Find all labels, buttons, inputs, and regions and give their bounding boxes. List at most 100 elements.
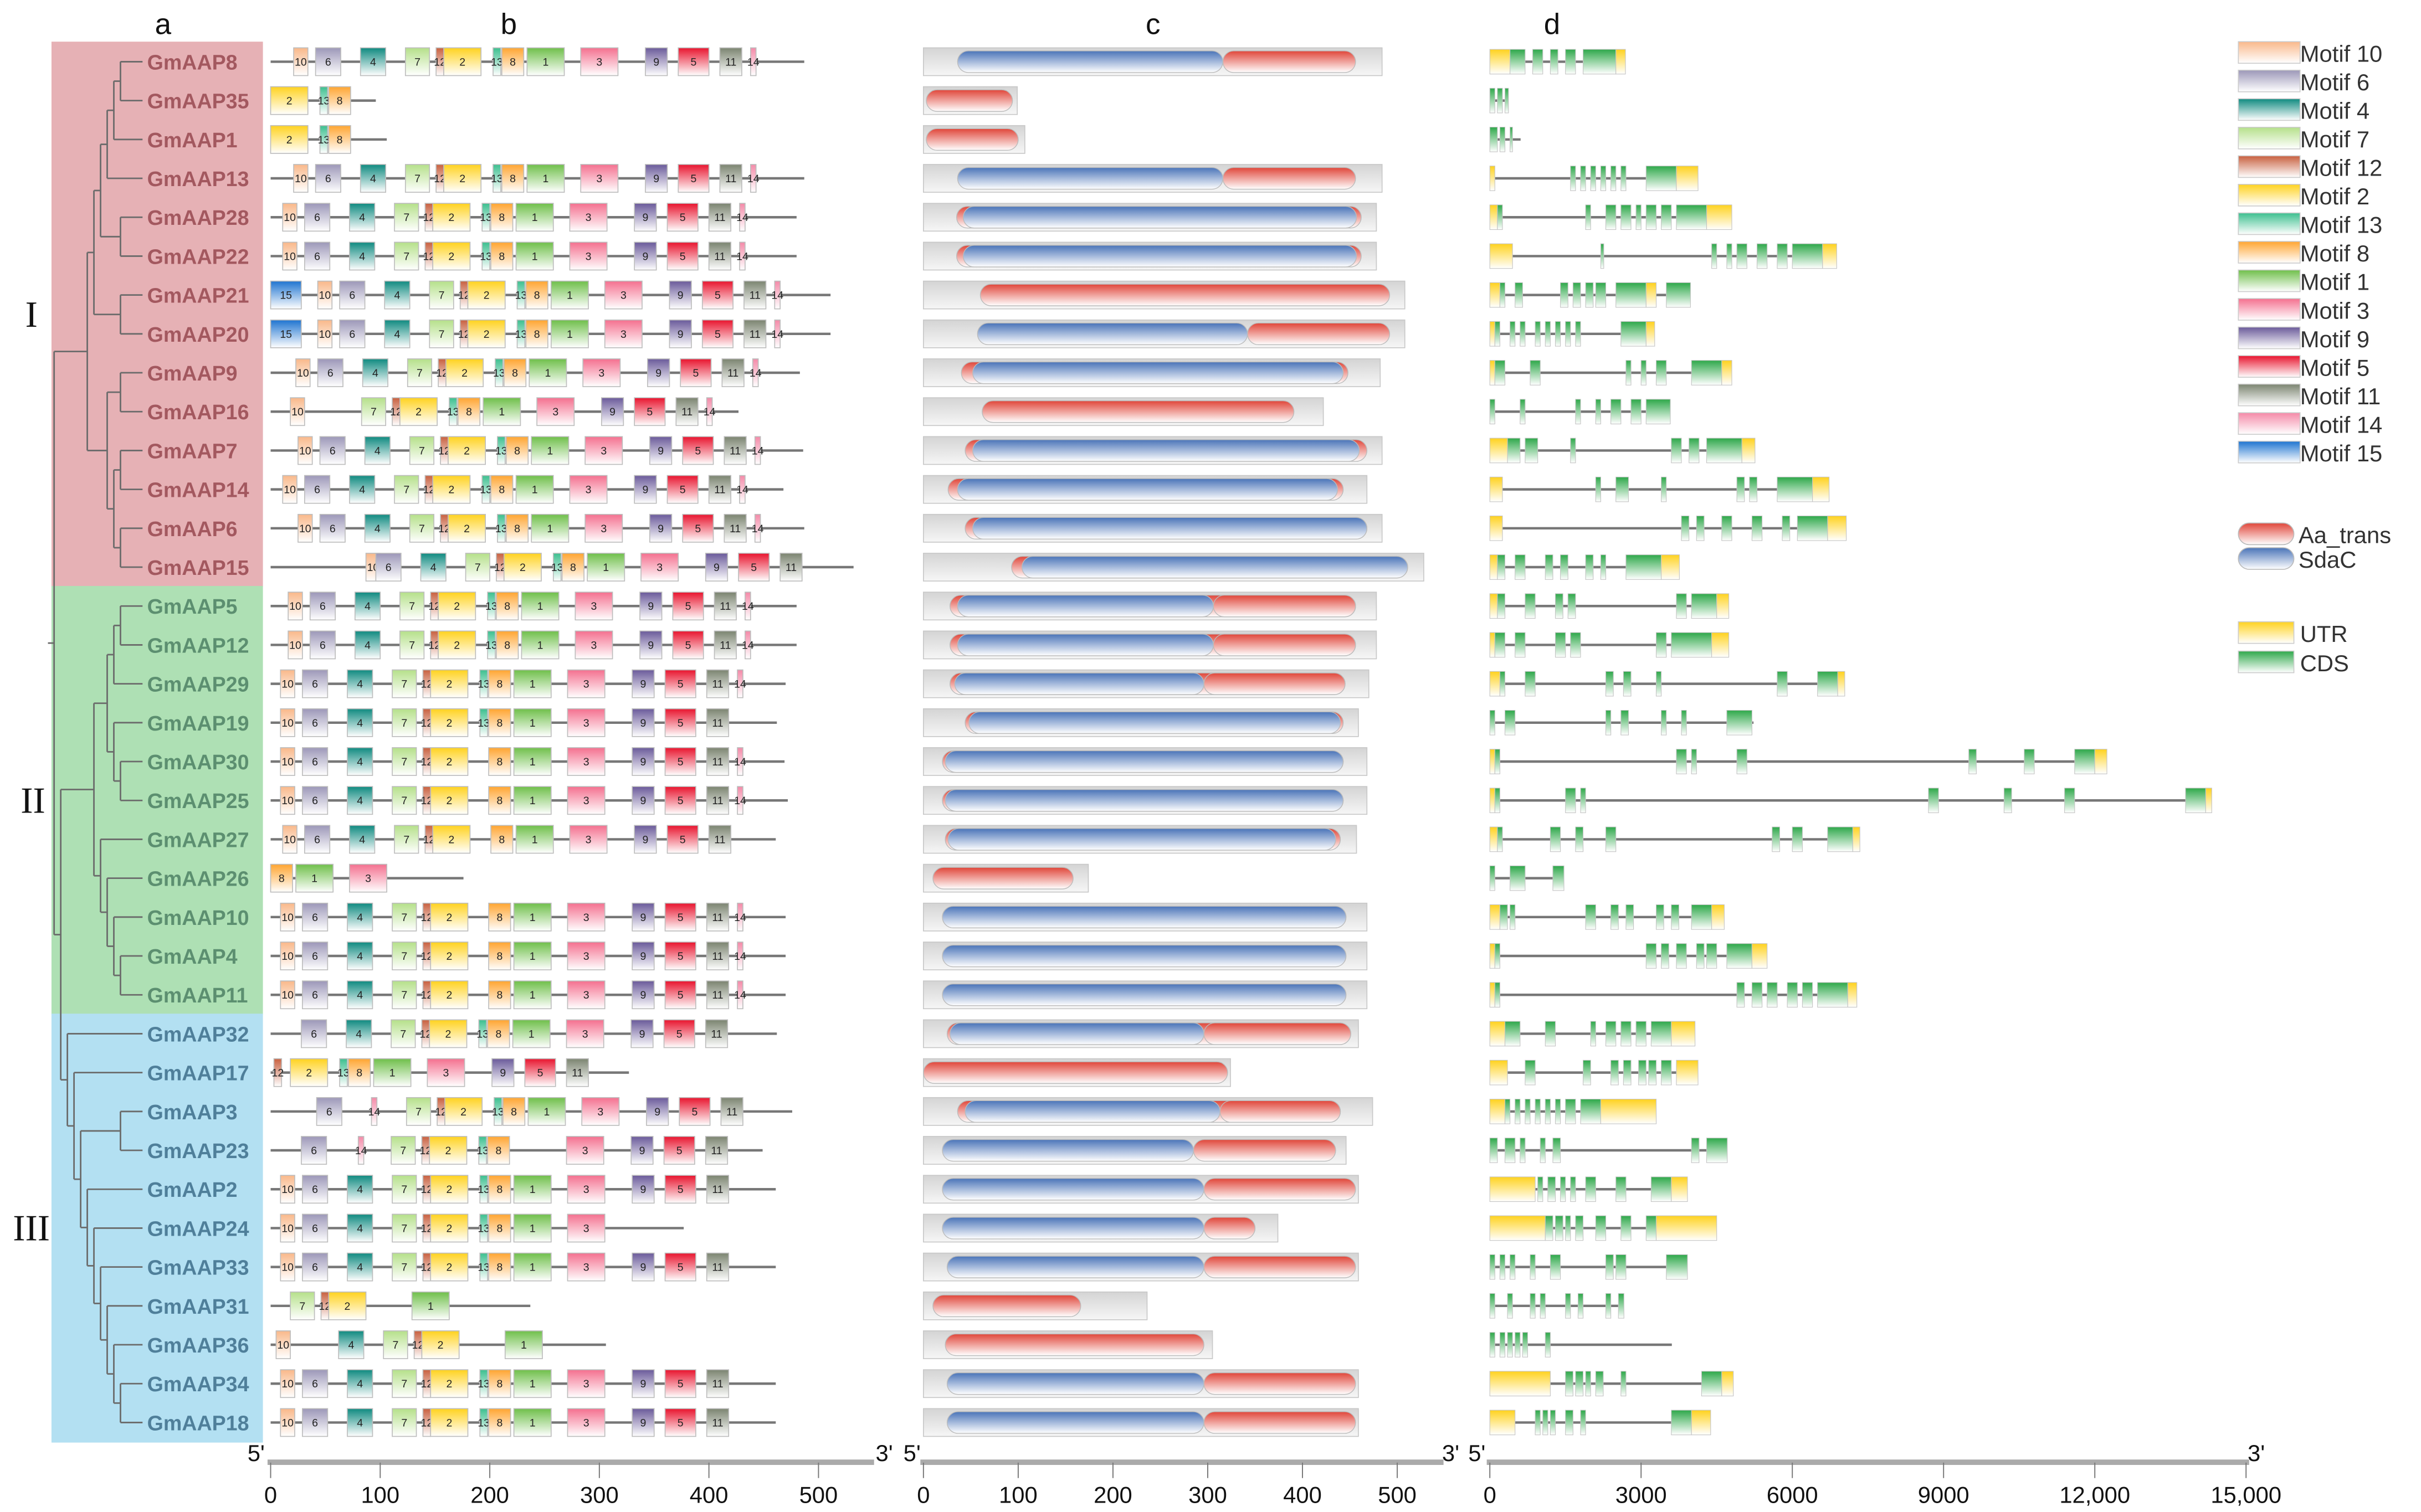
motif-4-box <box>420 553 447 582</box>
motif-label: 11 <box>681 406 693 418</box>
motif-3-box <box>640 553 679 582</box>
motif-7-box <box>391 1136 416 1165</box>
motif-2-box <box>432 241 471 271</box>
motif-label: 11 <box>712 1378 723 1390</box>
motif-track: 10 6 4 7 12 2 13 8 1 3 9 5 11 <box>270 553 854 582</box>
cds-block <box>1555 1215 1563 1241</box>
motif-13-box <box>516 319 526 348</box>
motif-1-box <box>515 241 554 271</box>
utr-block <box>1489 788 1495 814</box>
motif-8-box <box>488 708 511 737</box>
motif-7-box <box>399 592 425 621</box>
gene-row: GmAAP3 6 14 7 12 2 13 8 1 3 9 5 11 <box>147 1097 1657 1126</box>
cds-block <box>1605 1254 1614 1280</box>
utr-block <box>1645 321 1655 347</box>
motif-label: 4 <box>357 756 363 768</box>
motif-label: 2 <box>464 445 470 457</box>
gene-structure-track <box>1489 749 2107 774</box>
motif-9-box <box>645 47 668 76</box>
motif-5-box <box>680 358 712 387</box>
motif-label: 6 <box>330 523 336 535</box>
motif-7-box <box>399 630 425 660</box>
motif-11-box <box>706 786 730 815</box>
motif-6-box <box>301 1019 327 1048</box>
motif-4-box <box>347 902 373 932</box>
motif-1-box <box>526 164 565 193</box>
motif-label: 8 <box>495 1028 501 1040</box>
motif-label: 9 <box>654 1106 660 1118</box>
motif-4-box <box>384 280 411 310</box>
motif-label: 14 <box>747 173 760 185</box>
domain-track <box>923 164 1383 193</box>
motif-label: 1 <box>545 367 551 379</box>
cds-block <box>1655 360 1667 385</box>
utr-block <box>1489 204 1498 230</box>
motif-11-box <box>720 1097 743 1126</box>
cds-block <box>1661 1060 1672 1086</box>
axis-tick-label: 300 <box>1188 1482 1227 1508</box>
motif-label: 6 <box>349 290 355 302</box>
motif-9-box <box>632 1408 655 1437</box>
legend-label: Motif 11 <box>2300 383 2381 409</box>
gene-structure-track <box>1489 554 1680 580</box>
cds-block <box>1525 593 1536 619</box>
cds-block <box>1489 88 1495 114</box>
cds-block <box>1802 982 1813 1008</box>
cds-block <box>1489 1138 1498 1163</box>
motif-9-box <box>632 980 655 1010</box>
cds-block <box>1520 399 1526 425</box>
motif-4-box <box>360 47 387 76</box>
motif-track: 10 4 7 12 2 1 <box>270 1330 606 1359</box>
cds-block <box>1525 438 1538 464</box>
motif-label: 13 <box>337 1067 350 1079</box>
motif-label: 13 <box>318 134 330 146</box>
cds-block <box>1590 1021 1596 1047</box>
cds-block <box>1655 904 1664 930</box>
motif-label: 5 <box>647 406 653 418</box>
motif-label: 11 <box>711 1028 722 1040</box>
utr-block <box>1489 1410 1516 1436</box>
gene-structure-track <box>1489 126 1521 152</box>
motif-2-box <box>430 708 469 737</box>
cds-block <box>1648 1060 1657 1086</box>
motif-2-box <box>430 1175 469 1204</box>
cds-block <box>1565 788 1576 814</box>
gene-name: GmAAP8 <box>147 50 238 74</box>
motif-9-box <box>632 942 655 970</box>
axis-tick-label: 0 <box>1484 1482 1496 1508</box>
motif-7-box <box>465 553 490 582</box>
motif-13-box <box>487 592 496 621</box>
domain-track <box>923 47 1383 76</box>
cds-block <box>1515 282 1523 308</box>
legend-swatch-motif-4 <box>2238 98 2301 121</box>
motif-label: 5 <box>678 1378 684 1390</box>
motif-label: 1 <box>530 1417 536 1429</box>
sdac-domain <box>946 1411 1204 1434</box>
motif-6-box <box>302 1213 329 1243</box>
gene-structure-track <box>1489 1371 1734 1397</box>
cds-block <box>1792 243 1823 269</box>
motif-8-box <box>488 1175 511 1204</box>
legend-label: Motif 8 <box>2300 240 2369 266</box>
motif-7-box <box>392 980 417 1010</box>
aa-trans-domain <box>1203 1372 1356 1395</box>
axis-tick-label: 100 <box>361 1482 399 1508</box>
aa-trans-domain <box>1203 1178 1356 1201</box>
motif-label: 4 <box>357 1222 363 1235</box>
gene-structure-track <box>1489 282 1691 308</box>
utr-block <box>1676 166 1699 191</box>
motif-label: 11 <box>725 173 736 185</box>
cds-block <box>1749 476 1758 502</box>
motif-7-box <box>429 280 454 310</box>
cds-block <box>1650 1021 1672 1047</box>
cds-block <box>1661 709 1667 736</box>
gene-row: GmAAP25 10 6 4 7 12 2 8 1 3 9 5 11 14 <box>147 786 2212 815</box>
motif-11-box <box>714 592 737 621</box>
motif-label: 14 <box>734 950 746 963</box>
motif-9-box <box>634 475 657 504</box>
motif-11-box <box>706 1252 730 1282</box>
motif-label: 8 <box>499 212 505 224</box>
motif-label: 3 <box>598 367 604 379</box>
utr-block <box>2094 749 2107 774</box>
motif-label: 7 <box>299 1300 305 1313</box>
